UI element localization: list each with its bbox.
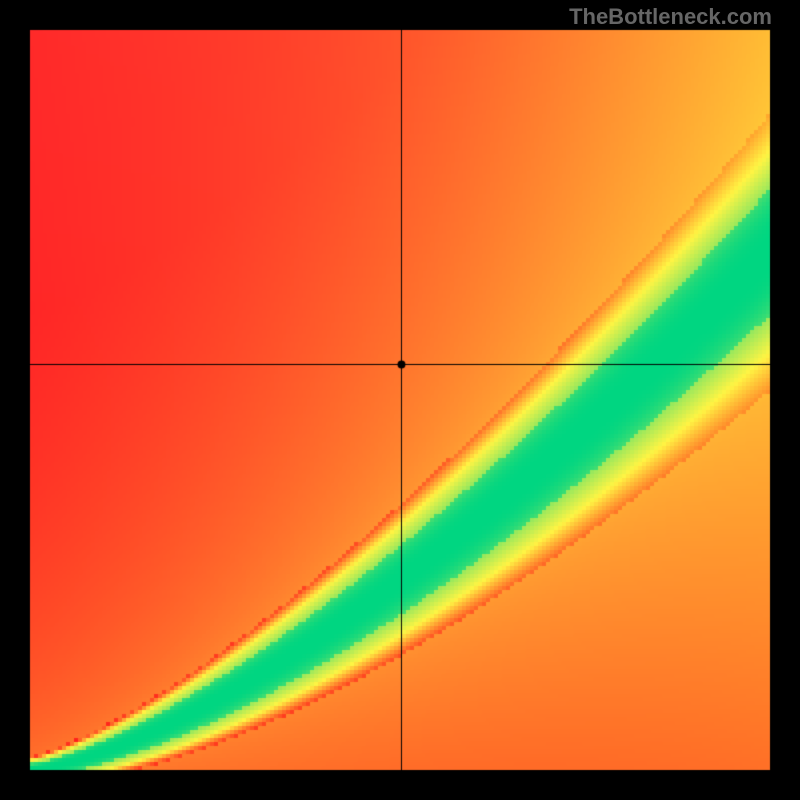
- watermark-text: TheBottleneck.com: [569, 4, 772, 30]
- chart-container: TheBottleneck.com: [0, 0, 800, 800]
- bottleneck-heatmap-canvas: [0, 0, 800, 800]
